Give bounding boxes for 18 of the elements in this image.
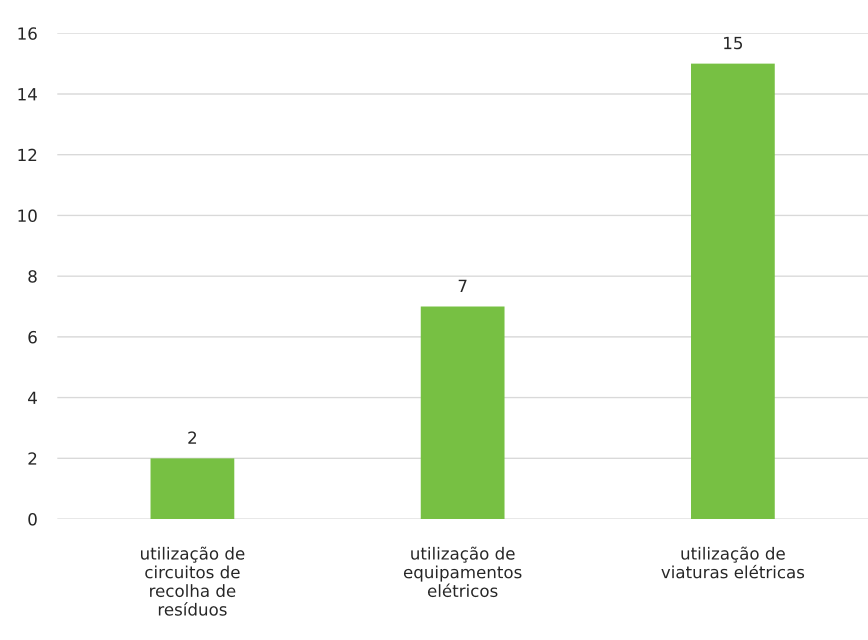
y-tick-label: 10 — [18, 209, 37, 222]
y-tick-label: 14 — [18, 88, 37, 100]
data-label: 15 — [724, 36, 742, 50]
data-label: 2 — [188, 431, 196, 444]
y-tick-label: 12 — [18, 148, 36, 162]
y-tick-label: 4 — [28, 392, 37, 404]
bar — [690, 64, 775, 520]
x-tick-label: utilização de circuitos de recolha de resíduos — [140, 546, 244, 616]
y-tick-label: 2 — [28, 452, 36, 465]
y-tick-label: 6 — [28, 330, 37, 344]
data-label: 7 — [458, 280, 467, 292]
y-tick-label: 8 — [28, 270, 37, 283]
y-tick-label: 16 — [18, 27, 37, 40]
bar — [420, 306, 505, 520]
x-tick-label: utilização de equipamentos elétricos — [404, 546, 522, 598]
x-tick-label: utilização de viaturas elétricas — [661, 546, 804, 578]
bar — [150, 458, 234, 520]
y-tick-label: 0 — [28, 513, 37, 526]
